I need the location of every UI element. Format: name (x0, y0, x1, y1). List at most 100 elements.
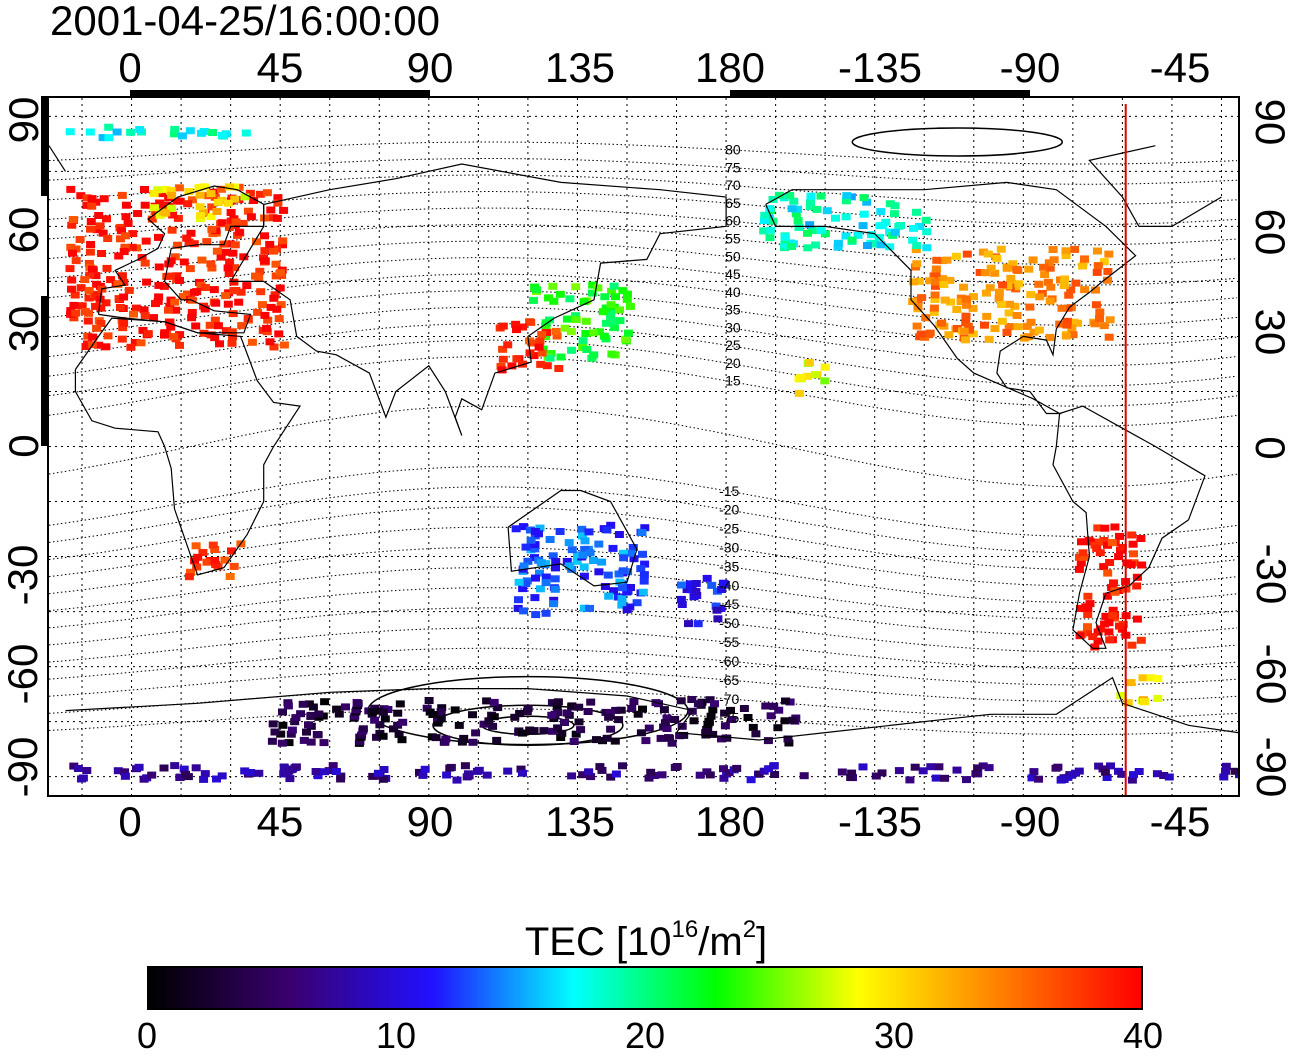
tec-pixel (601, 304, 611, 312)
contour-label: 70 (725, 177, 741, 193)
tec-pixel (1099, 563, 1109, 571)
tec-pixel (119, 293, 129, 301)
tec-pixel (929, 304, 939, 312)
tec-pixel (157, 190, 167, 198)
tec-pixel (618, 762, 627, 770)
tec-pixel (274, 330, 284, 338)
tec-pixel (534, 530, 543, 538)
tec-pixel (368, 772, 378, 780)
contour-label: -70 (719, 691, 739, 707)
tec-pixel (306, 738, 316, 746)
tec-pixel (207, 203, 217, 211)
tec-pixel (514, 578, 524, 586)
tec-pixel (545, 536, 555, 543)
tec-pixel (395, 700, 405, 708)
tec-pixel (87, 195, 97, 203)
tec-pixel (535, 524, 545, 532)
magnetic-contour (49, 290, 1238, 347)
tec-pixel (708, 730, 718, 738)
magnetic-pole-contour (851, 127, 1064, 157)
tec-pixel (672, 763, 682, 770)
tec-pixel (926, 763, 936, 771)
tec-pixel (1101, 612, 1111, 620)
tec-pixel (617, 595, 627, 602)
tec-pixel (754, 770, 764, 778)
tec-pixel (166, 272, 176, 280)
tec-pixel (393, 721, 403, 729)
tec-pixel (334, 710, 344, 718)
tec-pixel (519, 607, 529, 615)
tec-pixel (124, 286, 134, 294)
tec-pixel (633, 710, 643, 718)
tec-pixel (846, 774, 856, 781)
tec-pixel (918, 767, 928, 775)
tec-pixel (276, 301, 286, 309)
tec-pixel (1127, 776, 1137, 784)
tec-pixel (784, 739, 794, 747)
tec-pixel (78, 774, 88, 782)
tec-pixel (218, 131, 227, 139)
tec-pixel (1078, 262, 1088, 270)
tec-pixel (600, 583, 610, 590)
tec-pixel (961, 312, 971, 320)
bottom-tick-label: 90 (406, 798, 454, 845)
tec-pixel (537, 349, 547, 357)
tec-pixel (1026, 318, 1036, 326)
tec-pixel (984, 764, 994, 772)
tec-pixel (685, 580, 695, 588)
tec-pixel (242, 282, 252, 290)
tec-pixel (126, 343, 136, 351)
tec-pixel (567, 346, 577, 354)
tec-pixel (117, 191, 127, 199)
tec-pixel (230, 195, 240, 203)
tec-pixel (262, 189, 272, 197)
tec-pixel (837, 768, 847, 776)
tec-pixel (1146, 674, 1156, 682)
tec-pixel (296, 710, 306, 718)
tec-pixel (803, 372, 813, 380)
tec-pixel (810, 371, 820, 379)
tec-pixel (781, 697, 790, 705)
tec-pixel (375, 721, 385, 729)
tec-pixel (952, 306, 962, 313)
tec-pixel (571, 316, 581, 323)
tec-pixel (662, 725, 672, 732)
tec-pixel (95, 222, 105, 230)
tec-pixel (780, 233, 790, 241)
tec-pixel (842, 192, 852, 200)
tec-pixel (841, 197, 851, 205)
tec-pixel (940, 774, 950, 782)
tec-pixel (940, 296, 950, 304)
tec-pixel (101, 343, 111, 351)
tec-pixel (1063, 304, 1073, 312)
tec-pixel (1059, 282, 1069, 289)
tec-pixel (608, 544, 618, 552)
tec-pixel (639, 577, 649, 585)
tec-pixel (228, 333, 238, 340)
tec-pixel (607, 287, 617, 295)
tec-pixel (1127, 641, 1137, 649)
tec-pixel (84, 286, 94, 294)
tec-pixel (497, 366, 507, 374)
tec-pixel (468, 711, 477, 719)
tec-pixel (546, 350, 556, 357)
tec-pixel (268, 720, 278, 728)
tec-pixel (746, 776, 756, 784)
tec-pixel (263, 316, 273, 324)
tec-pixel (594, 328, 604, 336)
tec-pixel (711, 602, 721, 610)
tec-pixel (69, 762, 79, 770)
tec-pixel (983, 250, 993, 258)
tec-pixel (198, 549, 208, 556)
contour-label: 50 (725, 248, 741, 264)
top-tick-label: 90 (406, 44, 454, 91)
tec-pixel (234, 228, 244, 236)
tec-pixel (121, 201, 131, 209)
tec-pixel (962, 301, 971, 309)
tec-pixel (489, 713, 499, 721)
tec-pixel (532, 286, 542, 294)
tec-pixel (140, 312, 150, 320)
tec-pixel (299, 736, 309, 744)
tec-pixel (978, 762, 988, 770)
tec-pixel (956, 298, 966, 306)
